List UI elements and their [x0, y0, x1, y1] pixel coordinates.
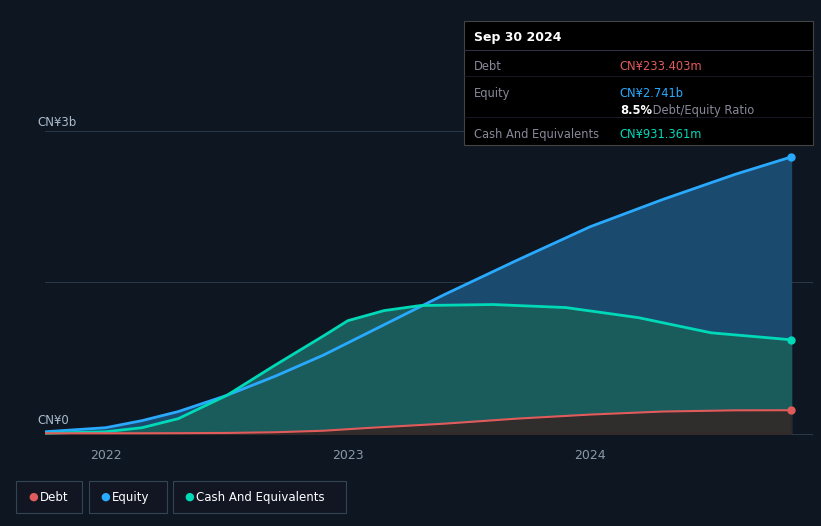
Text: CN¥2.741b: CN¥2.741b — [620, 87, 684, 100]
Text: Cash And Equivalents: Cash And Equivalents — [474, 128, 599, 141]
Text: Debt/Equity Ratio: Debt/Equity Ratio — [649, 104, 754, 117]
Text: CN¥3b: CN¥3b — [38, 116, 76, 129]
Text: ●: ● — [100, 492, 110, 502]
Text: 8.5%: 8.5% — [620, 104, 652, 117]
Text: ●: ● — [28, 492, 38, 502]
Text: Cash And Equivalents: Cash And Equivalents — [196, 491, 325, 503]
Text: Debt: Debt — [39, 491, 68, 503]
Text: Sep 30 2024: Sep 30 2024 — [474, 31, 562, 44]
Text: CN¥0: CN¥0 — [38, 414, 69, 427]
Text: CN¥931.361m: CN¥931.361m — [620, 128, 702, 141]
Text: Debt: Debt — [474, 60, 502, 74]
Text: Equity: Equity — [112, 491, 149, 503]
Text: ●: ● — [185, 492, 195, 502]
Text: Equity: Equity — [474, 87, 510, 100]
Text: CN¥233.403m: CN¥233.403m — [620, 60, 703, 74]
